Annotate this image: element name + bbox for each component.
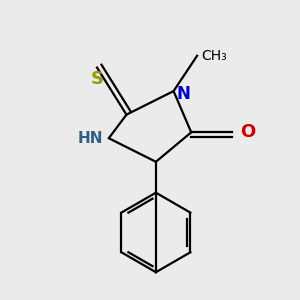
Text: O: O (240, 123, 255, 141)
Text: HN: HN (77, 131, 103, 146)
Text: S: S (91, 70, 103, 88)
Text: CH₃: CH₃ (202, 49, 227, 63)
Text: N: N (176, 85, 190, 103)
